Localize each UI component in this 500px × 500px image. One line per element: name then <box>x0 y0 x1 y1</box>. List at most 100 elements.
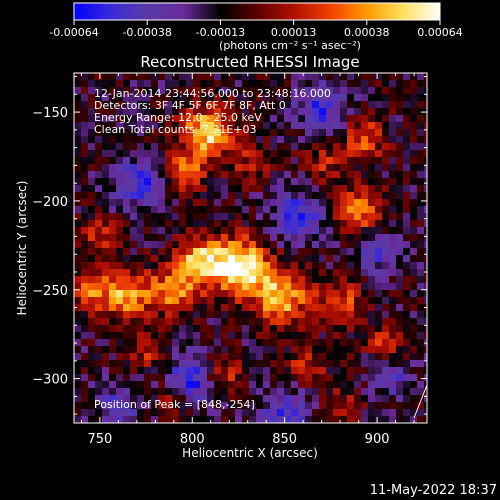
heatmap-cell <box>109 255 116 262</box>
heatmap-cell <box>263 325 270 332</box>
heatmap-cell <box>116 171 123 178</box>
heatmap-cell <box>291 339 298 346</box>
heatmap-cell <box>207 164 214 171</box>
heatmap-cell <box>396 213 403 220</box>
heatmap-cell <box>389 241 396 248</box>
heatmap-cell <box>179 416 186 423</box>
heatmap-cell <box>403 164 410 171</box>
heatmap-cell <box>193 290 200 297</box>
heatmap-cell <box>235 290 242 297</box>
heatmap-cell <box>193 297 200 304</box>
heatmap-cell <box>410 269 417 276</box>
heatmap-cell <box>242 220 249 227</box>
heatmap-cell <box>186 192 193 199</box>
heatmap-cell <box>396 248 403 255</box>
heatmap-cell <box>347 388 354 395</box>
heatmap-cell <box>214 164 221 171</box>
heatmap-cell <box>130 269 137 276</box>
heatmap-cell <box>74 234 81 241</box>
heatmap-cell <box>277 332 284 339</box>
heatmap-cell <box>186 136 193 143</box>
heatmap-cell <box>158 234 165 241</box>
heatmap-cell <box>340 276 347 283</box>
heatmap-cell <box>221 325 228 332</box>
heatmap-cell <box>270 339 277 346</box>
heatmap-cell <box>270 94 277 101</box>
heatmap-cell <box>249 297 256 304</box>
heatmap-cell <box>263 381 270 388</box>
heatmap-cell <box>242 80 249 87</box>
heatmap-cell <box>151 360 158 367</box>
heatmap-cell <box>186 157 193 164</box>
heatmap-cell <box>200 129 207 136</box>
heatmap-cell <box>333 318 340 325</box>
heatmap-cell <box>109 283 116 290</box>
heatmap-cell <box>270 416 277 423</box>
heatmap-cell <box>340 185 347 192</box>
heatmap-cell <box>361 416 368 423</box>
heatmap-cell <box>130 290 137 297</box>
heatmap-cell <box>270 220 277 227</box>
heatmap-cell <box>256 157 263 164</box>
heatmap-cell <box>172 374 179 381</box>
heatmap-cell <box>88 304 95 311</box>
heatmap-cell <box>228 150 235 157</box>
heatmap-cell <box>158 150 165 157</box>
heatmap-cell <box>424 157 427 164</box>
heatmap-cell <box>361 402 368 409</box>
heatmap-cell <box>389 234 396 241</box>
heatmap-cell <box>81 311 88 318</box>
heatmap-cell <box>228 185 235 192</box>
heatmap-cell <box>382 269 389 276</box>
heatmap-cell <box>74 318 81 325</box>
heatmap-cell <box>102 213 109 220</box>
heatmap-cell <box>179 234 186 241</box>
heatmap-cell <box>109 346 116 353</box>
heatmap-cell <box>375 353 382 360</box>
heatmap-cell <box>263 122 270 129</box>
heatmap-cell <box>424 192 427 199</box>
heatmap-cell <box>382 416 389 423</box>
heatmap-cell <box>221 213 228 220</box>
heatmap-cell <box>368 185 375 192</box>
heatmap-cell <box>158 227 165 234</box>
heatmap-cell <box>375 325 382 332</box>
heatmap-cell <box>361 234 368 241</box>
heatmap-cell <box>256 143 263 150</box>
heatmap-cell <box>207 129 214 136</box>
heatmap-cell <box>368 241 375 248</box>
heatmap-cell <box>123 129 130 136</box>
heatmap-cell <box>298 129 305 136</box>
heatmap-cell <box>256 255 263 262</box>
heatmap-cell <box>74 150 81 157</box>
heatmap-cell <box>312 213 319 220</box>
heatmap-cell <box>172 325 179 332</box>
heatmap-cell <box>228 248 235 255</box>
heatmap-cell <box>235 374 242 381</box>
heatmap-cell <box>270 192 277 199</box>
heatmap-cell <box>102 227 109 234</box>
heatmap-cell <box>144 143 151 150</box>
heatmap-cell <box>158 381 165 388</box>
heatmap-cell <box>375 297 382 304</box>
heatmap-cell <box>193 73 200 80</box>
heatmap-cell <box>270 381 277 388</box>
heatmap-cell <box>396 150 403 157</box>
heatmap-cell <box>389 73 396 80</box>
heatmap-cell <box>270 136 277 143</box>
heatmap-cell <box>347 241 354 248</box>
heatmap-cell <box>263 346 270 353</box>
heatmap-cell <box>312 346 319 353</box>
heatmap-cell <box>417 192 424 199</box>
heatmap-cell <box>249 164 256 171</box>
heatmap-cell <box>277 157 284 164</box>
heatmap-cell <box>326 283 333 290</box>
heatmap-cell <box>333 150 340 157</box>
heatmap-cell <box>235 94 242 101</box>
heatmap-cell <box>263 241 270 248</box>
heatmap-cell <box>235 206 242 213</box>
heatmap-cell <box>319 192 326 199</box>
heatmap-cell <box>291 248 298 255</box>
heatmap-cell <box>102 304 109 311</box>
heatmap-cell <box>403 248 410 255</box>
